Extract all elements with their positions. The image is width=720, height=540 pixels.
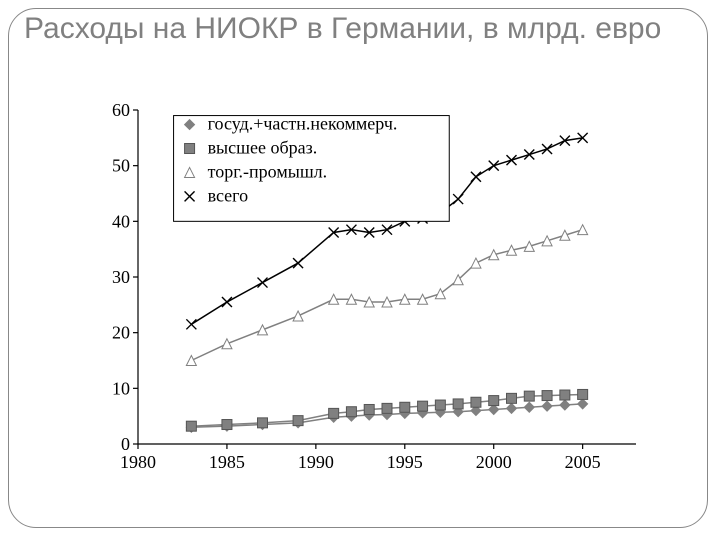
- svg-text:всего: всего: [208, 185, 249, 205]
- svg-text:40: 40: [112, 211, 130, 231]
- svg-text:0: 0: [121, 434, 130, 454]
- svg-text:10: 10: [112, 378, 130, 398]
- svg-text:высшее образ.: высшее образ.: [208, 138, 318, 158]
- svg-text:1985: 1985: [209, 452, 245, 472]
- svg-text:2000: 2000: [476, 452, 512, 472]
- svg-text:60: 60: [112, 100, 130, 120]
- svg-text:2005: 2005: [565, 452, 601, 472]
- svg-text:20: 20: [112, 323, 130, 343]
- svg-text:торг.-промышл.: торг.-промышл.: [208, 161, 328, 181]
- svg-text:1995: 1995: [387, 452, 423, 472]
- slide-title: Расходы на НИОКР в Германии, в млрд. евр…: [24, 12, 694, 47]
- svg-text:1990: 1990: [298, 452, 334, 472]
- svg-text:госуд.+частн.некоммерч.: госуд.+частн.некоммерч.: [208, 114, 398, 134]
- svg-text:50: 50: [112, 156, 130, 176]
- rd-expenditure-chart: 0 10 20 30 40 50 60 1980 1985 1990 1995 2000 2005 гос…: [90, 100, 650, 480]
- chart-container: 0 10 20 30 40 50 60 1980 1985 1990 1995 2000 2005 гос…: [90, 100, 650, 480]
- svg-text:30: 30: [112, 267, 130, 287]
- svg-text:1980: 1980: [120, 452, 156, 472]
